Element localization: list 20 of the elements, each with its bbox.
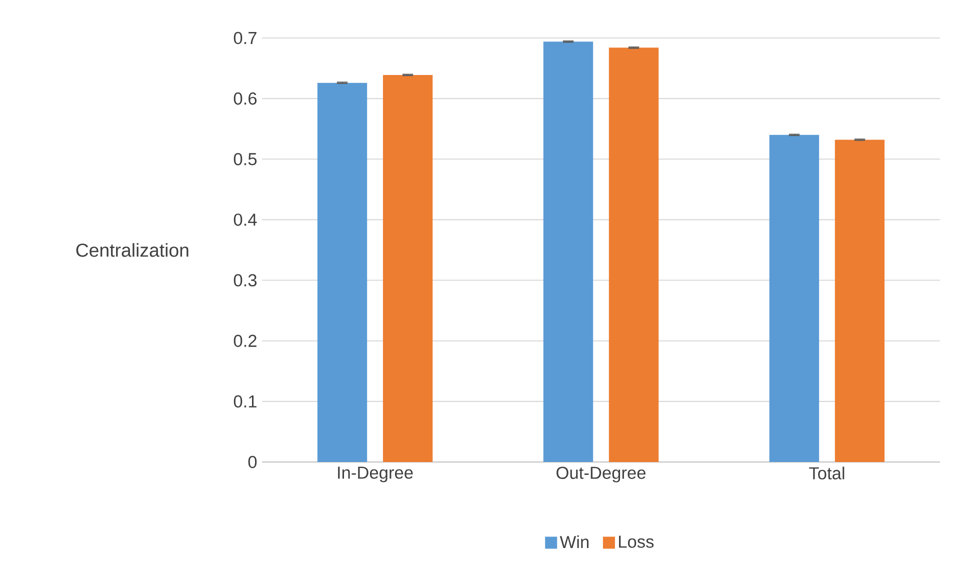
y-tick-label: 0 bbox=[248, 456, 257, 468]
legend-label: Loss bbox=[619, 536, 654, 548]
y-tick-label: 0.6 bbox=[234, 92, 257, 105]
y-tick-label: 0.1 bbox=[234, 395, 256, 408]
y-tick-label: 0.5 bbox=[234, 152, 257, 166]
y-tick-label: 0.4 bbox=[234, 214, 257, 226]
y-tick-label: 0.2 bbox=[234, 334, 256, 347]
x-tick-label: Out-Degree bbox=[556, 466, 646, 482]
bar bbox=[608, 48, 659, 462]
legend-label: Win bbox=[560, 535, 588, 548]
bar bbox=[834, 140, 885, 462]
y-tick-label: 0.7 bbox=[234, 32, 256, 44]
bar bbox=[382, 74, 433, 462]
bar bbox=[543, 42, 594, 462]
bar bbox=[317, 82, 368, 462]
y-tick-label: 0.3 bbox=[234, 274, 257, 286]
x-tick-label: In-Degree bbox=[338, 466, 413, 482]
x-tick-label: Total bbox=[809, 466, 844, 480]
y-axis-title: Centralization bbox=[76, 243, 188, 257]
bar bbox=[769, 134, 820, 462]
